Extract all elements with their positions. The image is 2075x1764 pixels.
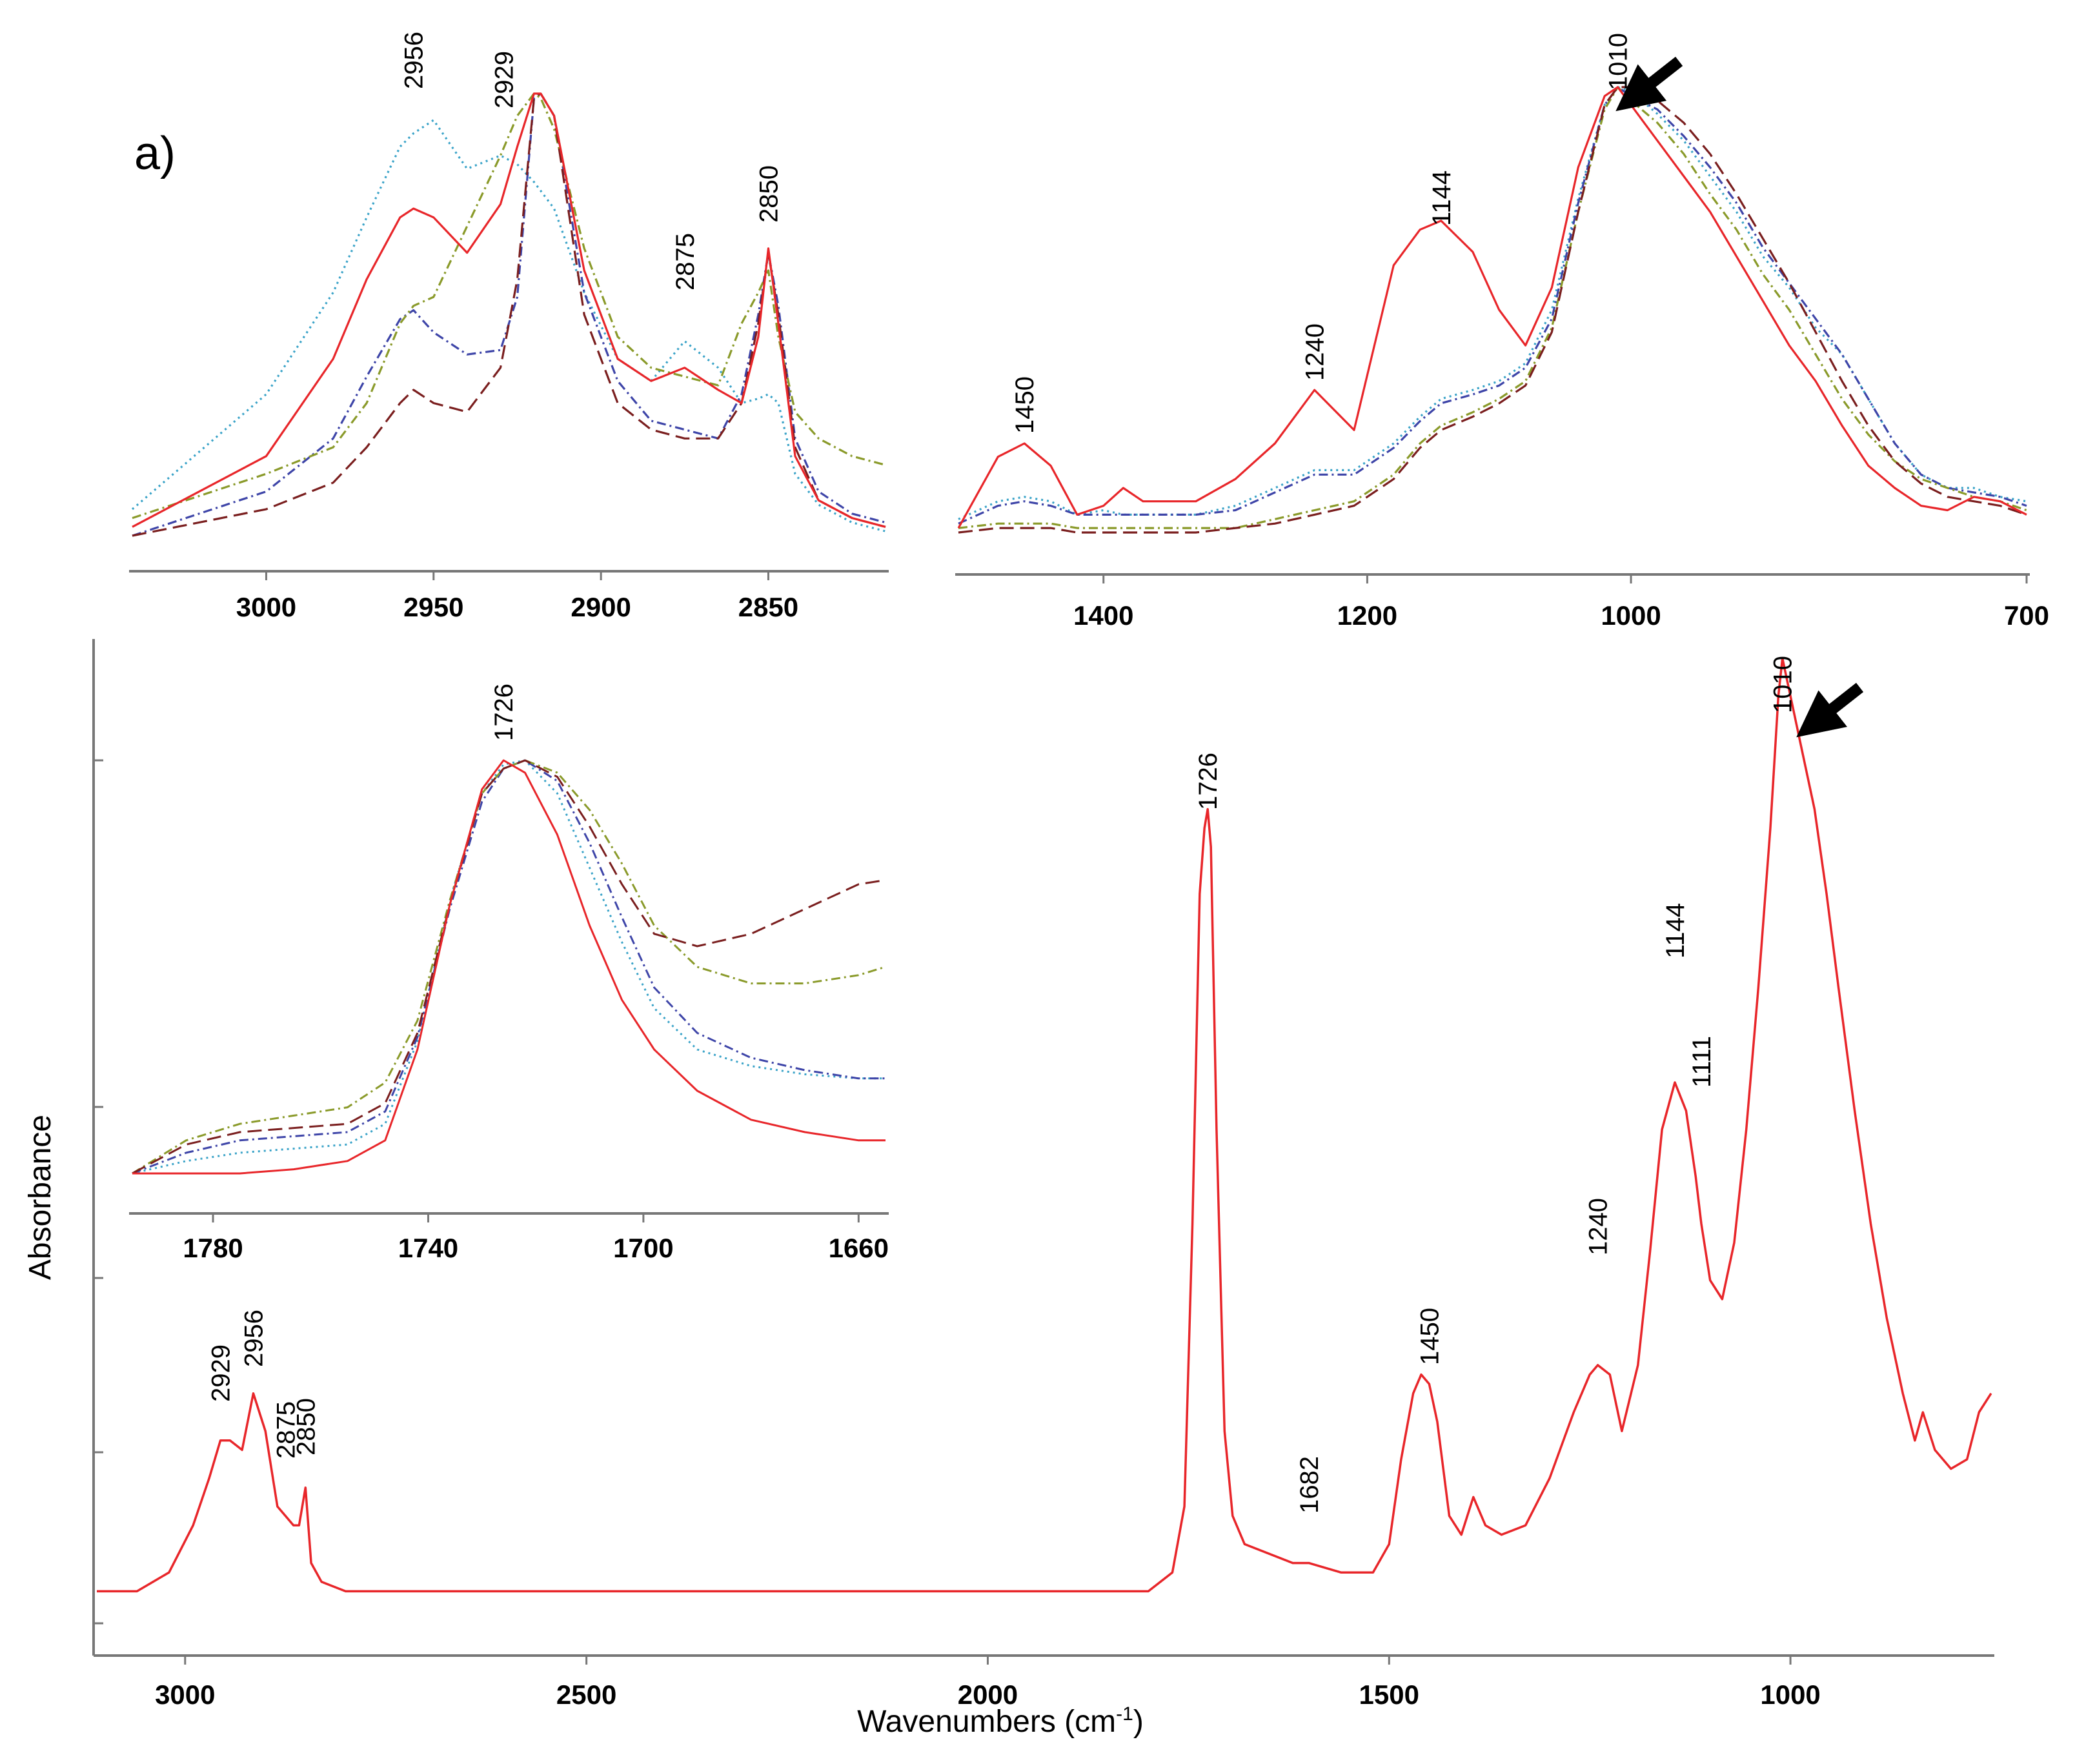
full_spectrum-peak-label: 2956	[240, 1310, 268, 1367]
carbonyl_inset-x-tick-label: 1740	[398, 1233, 458, 1263]
full_spectrum-series-sample_1	[97, 657, 1992, 1593]
full_spectrum-x-tick-label: 2500	[556, 1679, 616, 1710]
full_spectrum-peak-label: 1144	[1661, 903, 1690, 958]
fingerprint_region-arrow-icon	[1615, 56, 1683, 112]
full_spectrum-x-tick-label: 2000	[958, 1679, 1018, 1710]
carbonyl_inset-x-tick-label: 1660	[829, 1233, 889, 1263]
full_spectrum-x-tick-label: 1500	[1359, 1679, 1419, 1710]
fingerprint_region-peak-label: 1240	[1301, 323, 1330, 381]
full_spectrum-peak-label: 2850	[292, 1398, 320, 1455]
fingerprint_region-series-sample_3	[958, 86, 2027, 525]
carbonyl_inset-series-sample_3	[132, 759, 886, 1175]
carbonyl_inset-series-sample_2	[132, 759, 886, 1175]
carbonyl_inset-series-sample_4	[132, 759, 886, 1175]
carbonyl_inset-series-sample_5	[132, 759, 886, 1175]
full_spectrum-peak-label: 1010	[1769, 656, 1797, 713]
fingerprint_region-series-sample_1	[957, 86, 2027, 529]
fingerprint_region-x-tick-label: 700	[2004, 600, 2049, 631]
fingerprint_region-peak-label: 1144	[1428, 170, 1456, 226]
fingerprint_region-series-sample_2	[958, 86, 2027, 520]
ch_region-series-sample_3	[132, 92, 886, 537]
full_spectrum-peak-label: 2929	[207, 1344, 236, 1402]
full_spectrum-peak-label: 2875	[272, 1401, 300, 1459]
full_spectrum-arrow-icon	[1796, 682, 1864, 738]
fingerprint_region-x-tick-label: 1000	[1601, 600, 1661, 631]
ch_region-peak-label: 2929	[491, 51, 519, 108]
chart-ch-stretch-region: 3000 2950 2900 2850 2929 2956 2875 2850	[129, 32, 889, 622]
full_spectrum-peak-label: 1240	[1584, 1198, 1613, 1255]
y-axis-title: Absorbance	[23, 1115, 57, 1280]
panel-label: a)	[134, 128, 176, 179]
fingerprint_region-peak-label: 1010	[1604, 33, 1633, 90]
ch_region-series-sample_5	[132, 92, 886, 537]
fingerprint_region-series-sample_4	[958, 86, 2027, 529]
ch_region-peak-label: 2850	[755, 165, 784, 223]
carbonyl_inset-peak-label: 1726	[490, 684, 518, 741]
ch_region-x-tick-label: 3000	[236, 592, 296, 622]
full_spectrum-peak-label: 1726	[1194, 753, 1222, 810]
carbonyl_inset-x-tick-label: 1700	[613, 1233, 673, 1263]
fingerprint_region-x-tick-label: 1200	[1337, 600, 1397, 631]
ch_region-series-sample_1	[132, 92, 886, 528]
chart-carbonyl-inset: 1780 1740 1700 1660 1726	[129, 684, 889, 1263]
x-axis-title: Wavenumbers (cm-1)	[857, 1703, 1144, 1739]
full_spectrum-peak-label: 1111	[1688, 1036, 1716, 1088]
full_spectrum-peak-label: 1682	[1295, 1456, 1324, 1514]
fingerprint_region-series-sample_5	[958, 86, 2027, 534]
fingerprint_region-x-tick-label: 1400	[1073, 600, 1133, 631]
ch_region-peak-label: 2956	[400, 32, 429, 89]
ch_region-x-tick-label: 2850	[738, 592, 798, 622]
chart-fingerprint-region: 1400 1200 1000 700 1450 1240 1144 1010	[955, 33, 2049, 631]
ch_region-peak-label: 2875	[671, 233, 700, 290]
carbonyl_inset-series-sample_1	[132, 759, 886, 1175]
carbonyl_inset-x-tick-label: 1780	[183, 1233, 243, 1263]
ch_region-series-sample_4	[132, 92, 886, 520]
fingerprint_region-peak-label: 1450	[1011, 376, 1039, 434]
full_spectrum-x-tick-label: 1000	[1760, 1679, 1820, 1710]
full_spectrum-peak-label: 1450	[1415, 1308, 1444, 1365]
full_spectrum-x-tick-label: 3000	[155, 1679, 215, 1710]
ch_region-x-tick-label: 2900	[571, 592, 631, 622]
ch_region-x-tick-label: 2950	[403, 592, 463, 622]
